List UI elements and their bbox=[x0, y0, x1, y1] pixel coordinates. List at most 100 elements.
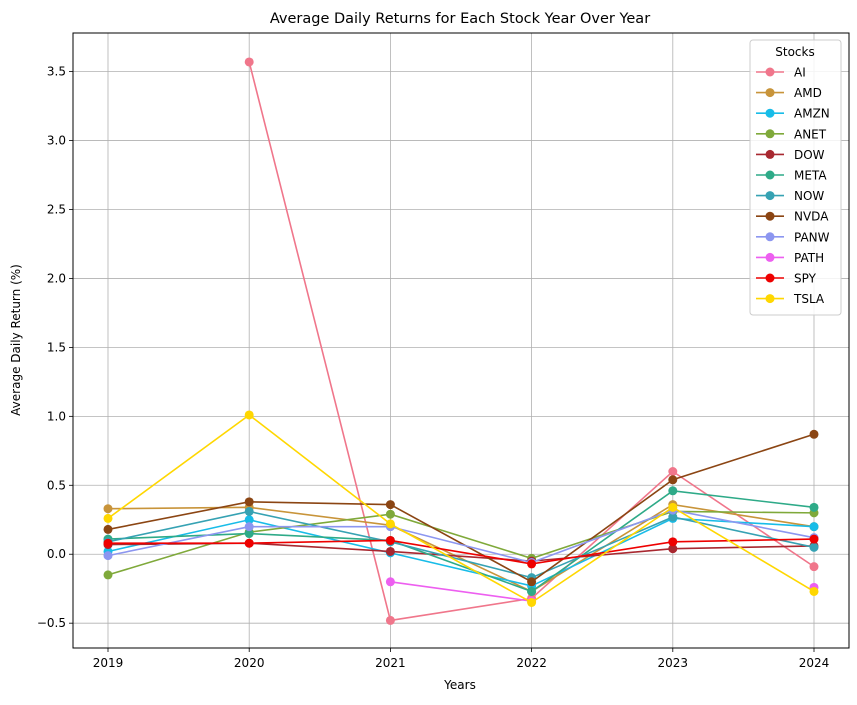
data-point-tsla bbox=[244, 410, 254, 420]
legend-label-dow: DOW bbox=[794, 148, 825, 162]
y-tick-label: 0.0 bbox=[47, 547, 66, 561]
data-point-nvda bbox=[103, 524, 113, 534]
data-point-spy bbox=[103, 538, 113, 548]
series-line-nvda bbox=[107, 433, 815, 583]
data-point-now bbox=[244, 506, 254, 516]
data-point-meta bbox=[809, 502, 819, 512]
series-tsla bbox=[103, 410, 819, 607]
legend-title: Stocks bbox=[775, 45, 814, 59]
series-lines bbox=[103, 57, 819, 625]
legend-label-panw: PANW bbox=[794, 230, 830, 244]
legend-marker-path bbox=[765, 252, 775, 262]
legend-label-amzn: AMZN bbox=[794, 107, 830, 121]
x-tick-label: 2022 bbox=[516, 656, 547, 670]
y-axis-label: Average Daily Return (%) bbox=[9, 264, 23, 416]
x-axis-ticks: 2019 2020 2021 2022 2023 2024 bbox=[93, 648, 830, 670]
legend-label-spy: SPY bbox=[794, 272, 817, 286]
series-line-meta bbox=[107, 489, 815, 593]
legend-box bbox=[749, 39, 842, 316]
series-line-amzn bbox=[107, 517, 815, 587]
legend-item-nvda: NVDA bbox=[756, 210, 829, 224]
data-point-nvda bbox=[809, 429, 819, 439]
data-point-path bbox=[385, 577, 395, 587]
y-axis-ticks: −0.5 0.0 0.5 1.0 1.5 2.0 2.5 3.0 3.5 bbox=[37, 65, 73, 630]
legend-item-now: NOW bbox=[756, 189, 824, 203]
legend-marker-panw bbox=[765, 232, 775, 242]
chart-title: Average Daily Returns for Each Stock Yea… bbox=[270, 11, 650, 27]
y-tick-label: 0.5 bbox=[47, 478, 66, 492]
plot-frame bbox=[72, 32, 850, 649]
legend-label-tsla: TSLA bbox=[793, 292, 825, 306]
data-point-amzn bbox=[809, 522, 819, 532]
data-point-now bbox=[809, 542, 819, 552]
legend-item-amd: AMD bbox=[756, 86, 822, 100]
y-tick-label: 1.5 bbox=[47, 340, 66, 354]
data-point-nvda bbox=[527, 577, 537, 587]
data-point-nvda bbox=[244, 497, 254, 507]
legend-marker-amd bbox=[765, 88, 775, 98]
legend-item-path: PATH bbox=[756, 251, 824, 265]
y-tick-label: 1.0 bbox=[47, 409, 66, 423]
legend-item-meta: META bbox=[756, 169, 827, 183]
data-point-panw bbox=[244, 522, 254, 532]
data-point-meta bbox=[668, 486, 678, 496]
data-point-tsla bbox=[385, 519, 395, 529]
data-point-spy bbox=[668, 537, 678, 547]
data-point-anet bbox=[385, 509, 395, 519]
series-line-spy bbox=[108, 538, 815, 565]
legend-item-ai: AI bbox=[756, 66, 806, 80]
legend-label-nvda: NVDA bbox=[794, 210, 829, 224]
data-point-dow bbox=[385, 546, 395, 556]
legend-item-spy: SPY bbox=[756, 272, 817, 286]
series-meta bbox=[103, 486, 819, 596]
series-line-path bbox=[390, 581, 532, 602]
y-tick-label: 2.0 bbox=[47, 271, 66, 285]
series-line-tsla bbox=[107, 413, 815, 604]
series-line-anet bbox=[107, 510, 815, 576]
data-point-tsla bbox=[527, 597, 537, 607]
data-point-amzn bbox=[244, 515, 254, 525]
data-point-ai bbox=[809, 562, 819, 572]
legend-item-panw: PANW bbox=[756, 230, 830, 244]
x-tick-label: 2019 bbox=[93, 656, 124, 670]
data-point-nvda bbox=[668, 475, 678, 485]
x-tick-label: 2021 bbox=[375, 656, 406, 670]
legend-item-dow: DOW bbox=[756, 148, 825, 162]
data-point-ai bbox=[385, 615, 395, 625]
series-nvda bbox=[103, 429, 819, 587]
data-point-tsla bbox=[668, 502, 678, 512]
x-tick-label: 2024 bbox=[799, 656, 830, 670]
legend-marker-nvda bbox=[765, 211, 775, 221]
legend-item-anet: ANET bbox=[756, 127, 827, 141]
x-axis-label: Years bbox=[443, 678, 476, 692]
data-point-spy bbox=[527, 559, 537, 569]
data-point-tsla bbox=[103, 513, 113, 523]
legend-marker-ai bbox=[765, 67, 775, 77]
legend-label-anet: ANET bbox=[794, 127, 827, 141]
series-spy bbox=[103, 534, 819, 569]
data-point-spy bbox=[244, 538, 254, 548]
legend-marker-spy bbox=[765, 273, 775, 283]
legend-marker-now bbox=[765, 191, 775, 201]
legend: Stocks AI AMD AMZN ANET DOW META NOW NVDA PANW PA… bbox=[749, 39, 842, 316]
data-point-nvda bbox=[385, 500, 395, 510]
y-tick-label: 3.5 bbox=[47, 65, 66, 79]
legend-items: AI AMD AMZN ANET DOW META NOW NVDA PANW PATH SPY TS… bbox=[756, 66, 830, 306]
data-point-spy bbox=[809, 534, 819, 544]
x-tick-label: 2023 bbox=[658, 656, 689, 670]
data-point-ai bbox=[668, 466, 678, 476]
legend-label-meta: META bbox=[794, 169, 827, 183]
series-line-amd bbox=[107, 503, 815, 593]
legend-marker-tsla bbox=[765, 294, 775, 304]
data-point-tsla bbox=[809, 586, 819, 596]
legend-label-now: NOW bbox=[794, 189, 824, 203]
data-point-anet bbox=[103, 570, 113, 580]
series-line-panw bbox=[107, 509, 815, 564]
legend-item-amzn: AMZN bbox=[756, 107, 830, 121]
legend-label-ai: AI bbox=[794, 66, 806, 80]
data-point-amd bbox=[103, 504, 113, 514]
data-point-dow bbox=[668, 544, 678, 554]
x-tick-label: 2020 bbox=[234, 656, 265, 670]
